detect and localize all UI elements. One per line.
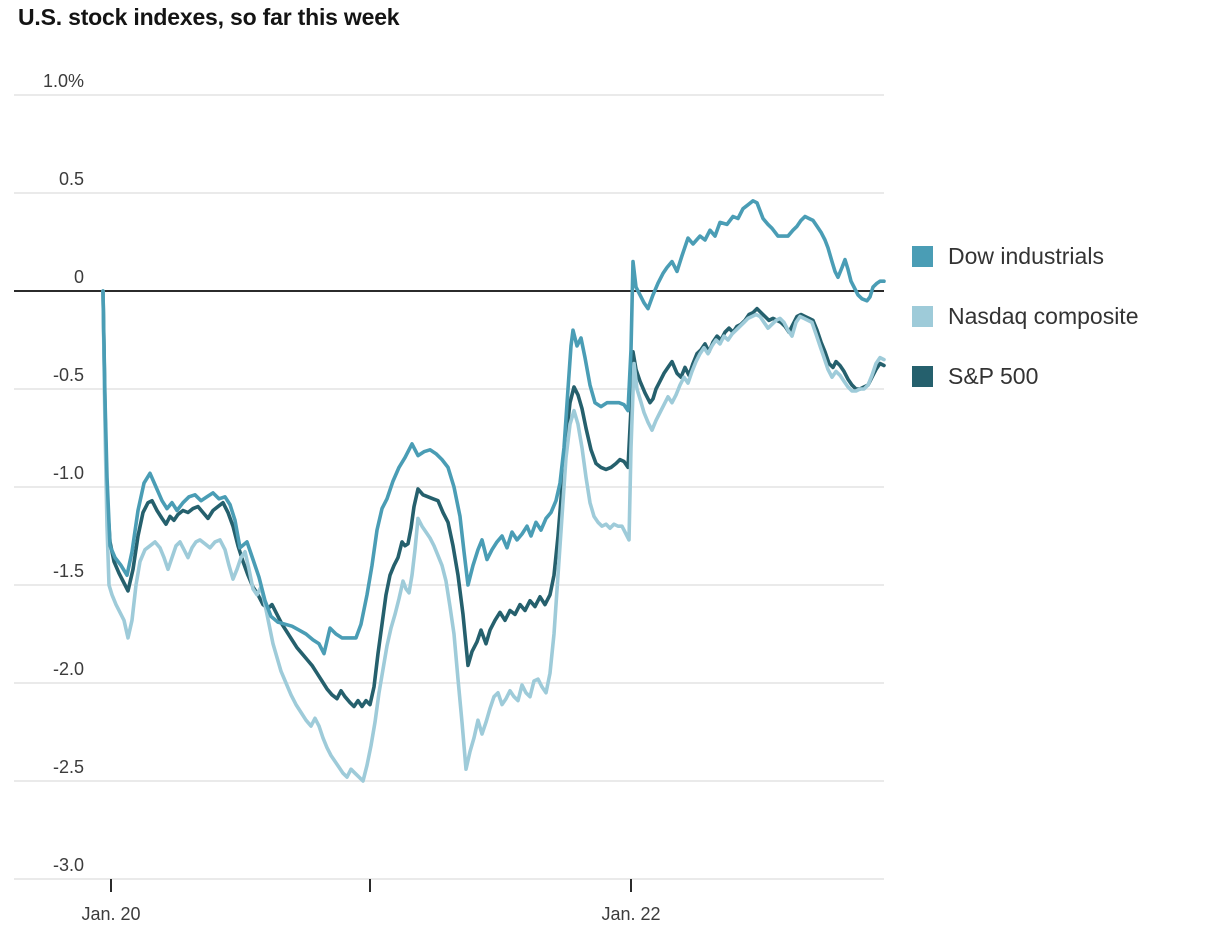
- legend-swatch-icon: [912, 306, 933, 327]
- legend-row-nasdaq-composite: Nasdaq composite: [912, 303, 1139, 330]
- y-axis-tick-label: 0: [74, 267, 84, 287]
- chart-legend: Dow industrials Nasdaq composite S&P 500: [912, 243, 1139, 390]
- legend-label: Dow industrials: [948, 243, 1104, 269]
- y-axis-tick-label: -0.5: [53, 365, 84, 385]
- chart-title: U.S. stock indexes, so far this week: [18, 4, 400, 30]
- y-axis-tick-label: -2.5: [53, 757, 84, 777]
- y-axis-tick-label: -2.0: [53, 659, 84, 679]
- legend-swatch-icon: [912, 366, 933, 387]
- legend-swatch-icon: [912, 246, 933, 267]
- y-axis-tick-label: -1.5: [53, 561, 84, 581]
- legend-row-s-p-500: S&P 500: [912, 363, 1139, 390]
- y-axis-tick-label: -1.0: [53, 463, 84, 483]
- y-axis-tick-label: 0.5: [59, 169, 84, 189]
- legend-label: S&P 500: [948, 363, 1039, 389]
- y-axis-tick-label: 1.0%: [43, 71, 84, 91]
- x-axis-tick-label: Jan. 22: [601, 904, 660, 924]
- x-axis-tick-label: Jan. 20: [81, 904, 140, 924]
- nasdaq-composite-line: [101, 289, 886, 783]
- legend-label: Nasdaq composite: [948, 303, 1139, 329]
- y-axis-tick-label: -3.0: [53, 855, 84, 875]
- dow-industrials-line: [101, 199, 886, 656]
- legend-row-dow-industrials: Dow industrials: [912, 243, 1139, 270]
